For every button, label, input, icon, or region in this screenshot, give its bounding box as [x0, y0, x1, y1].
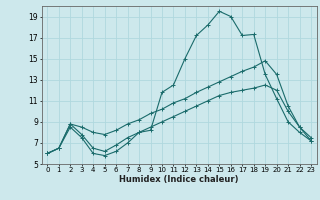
X-axis label: Humidex (Indice chaleur): Humidex (Indice chaleur) — [119, 175, 239, 184]
